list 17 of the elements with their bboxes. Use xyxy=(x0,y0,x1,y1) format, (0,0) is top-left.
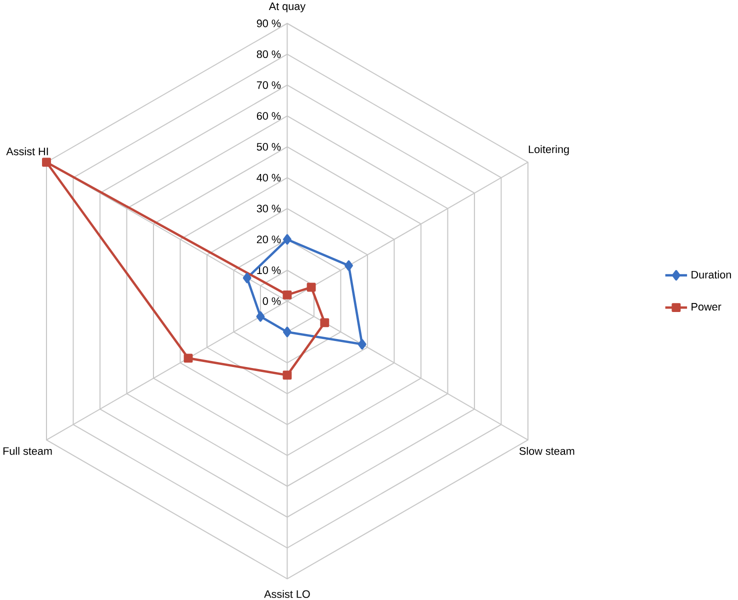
y-tick-label: 30 % xyxy=(256,204,281,212)
y-tick-label: 80 % xyxy=(256,50,281,58)
y-tick-label: 70 % xyxy=(256,81,281,89)
y-tick-label: 60 % xyxy=(256,112,281,120)
y-tick-label: 0 % xyxy=(262,297,281,305)
spoke-label: Assist LO xyxy=(264,590,310,598)
y-tick-label: 40 % xyxy=(256,174,281,182)
legend-label: Power xyxy=(692,302,722,310)
y-tick-label: 50 % xyxy=(256,142,281,150)
spoke-label: Slow steam xyxy=(519,446,574,455)
spoke-label: Assist HI xyxy=(6,147,48,156)
spoke-label: Loitering xyxy=(528,144,569,156)
legend-label: Duration xyxy=(692,270,731,278)
spoke-label: Full steam xyxy=(3,446,52,455)
spoke-label: At quay xyxy=(268,2,306,12)
y-tick-label: 90 % xyxy=(256,19,281,27)
y-tick-label: 20 % xyxy=(256,235,281,243)
